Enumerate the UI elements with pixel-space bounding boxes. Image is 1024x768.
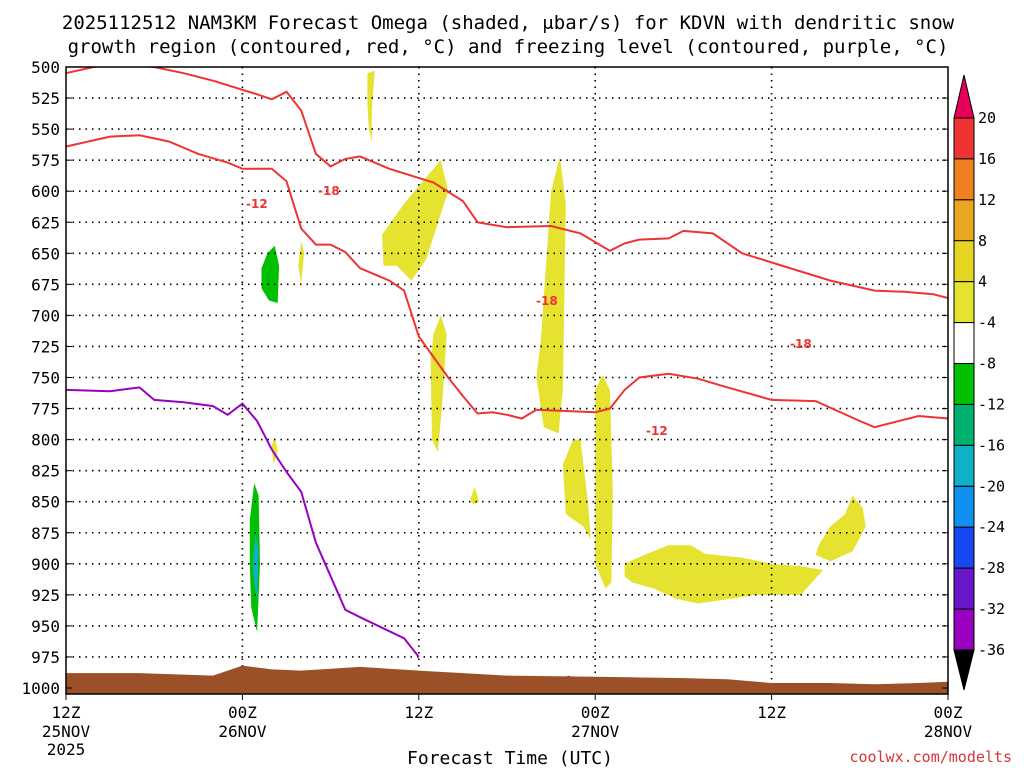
x-tick-year-0: 2025	[47, 740, 86, 759]
y-tick-label-575: 575	[31, 151, 60, 170]
x-tick-time-12: 00Z	[228, 703, 257, 722]
colorbar-swatch-6	[953, 363, 975, 405]
omega-yellow-900	[624, 545, 823, 604]
x-tick-time-36: 00Z	[581, 703, 610, 722]
y-tick-label-725: 725	[31, 337, 60, 356]
colorbar-label-3: 8	[978, 232, 987, 250]
x-tick-time-48: 12Z	[757, 703, 786, 722]
y-tick-label-600: 600	[31, 182, 60, 201]
colorbar-label-2: 12	[978, 191, 996, 209]
x-tick-date-0: 25NOV	[42, 722, 91, 741]
purple-contour-freezing-blip-2	[1001, 676, 1022, 680]
y-tick-label-900: 900	[31, 555, 60, 574]
x-tick-time-60: 00Z	[934, 703, 963, 722]
colorbar-label-6: -8	[978, 355, 996, 373]
y-tick-label-650: 650	[31, 244, 60, 263]
colorbar-top-arrow	[953, 74, 975, 119]
y-tick-label-525: 525	[31, 89, 60, 108]
colorbar-swatch-7	[953, 403, 975, 446]
colorbar: 20 16 12 8 4 -4 -8 -12 -16 -20 -24 -28 -32 -36	[953, 74, 1005, 691]
chart-title-line2: growth region (contoured, red, °C) and f…	[68, 36, 949, 58]
colorbar-swatch-4	[953, 281, 975, 324]
y-axis: 500 525 550 575 600 625 650 675 700 725 750 775 800 8…	[21, 58, 948, 698]
colorbar-label-7: -12	[978, 395, 1005, 413]
colorbar-label-13: -36	[978, 641, 1005, 659]
contour-labels: -18 -12 -18 -18 -12	[246, 184, 812, 438]
red-contour-minus12	[66, 134, 948, 429]
grid-layer	[66, 67, 948, 694]
x-tick-time-24: 12Z	[404, 703, 433, 722]
y-tick-label-700: 700	[31, 306, 60, 325]
y-tick-label-550: 550	[31, 120, 60, 139]
omega-yellow-500	[367, 70, 375, 142]
colorbar-swatch-9	[953, 485, 975, 528]
y-tick-label-750: 750	[31, 369, 60, 388]
contour-label-minus12-b: -12	[646, 424, 668, 438]
colorbar-label-1: 16	[978, 150, 996, 168]
y-tick-label-775: 775	[31, 400, 60, 419]
colorbar-bottom-arrow	[953, 649, 975, 691]
omega-green-blob-650	[261, 245, 280, 303]
x-axis-label: Forecast Time (UTC)	[407, 748, 613, 768]
purple-contour-freezing-level	[66, 386, 420, 658]
colorbar-swatch-10	[953, 526, 975, 569]
contour-layer	[66, 67, 1022, 681]
chart-title-line1: 2025112512 NAM3KM Forecast Omega (shaded…	[62, 12, 955, 34]
x-tick-date-36: 27NOV	[571, 722, 620, 741]
y-tick-label-975: 975	[31, 648, 60, 667]
colorbar-swatch-12	[953, 608, 975, 651]
colorbar-swatch-5	[953, 322, 975, 365]
colorbar-label-5: -4	[978, 314, 996, 332]
red-contour-minus18-upper	[66, 67, 948, 300]
y-tick-label-625: 625	[31, 213, 60, 232]
colorbar-label-8: -16	[978, 436, 1005, 454]
plot-frame	[65, 66, 949, 695]
omega-yellow-sliver-650	[298, 240, 305, 285]
contour-label-minus18-c: -18	[790, 337, 812, 351]
colorbar-label-11: -28	[978, 559, 1005, 577]
colorbar-swatch-11	[953, 567, 975, 610]
colorbar-label-12: -32	[978, 600, 1005, 618]
y-tick-label-825: 825	[31, 462, 60, 481]
omega-yellow-845	[470, 486, 480, 505]
omega-teal-core-900	[252, 532, 259, 602]
y-tick-label-875: 875	[31, 524, 60, 543]
omega-yellow-833	[562, 439, 591, 539]
omega-yellow-710	[430, 315, 447, 452]
omega-yellow-sliver-800	[271, 435, 278, 465]
omega-yellow-760	[595, 375, 613, 589]
y-tick-label-850: 850	[31, 493, 60, 512]
y-tick-label-925: 925	[31, 586, 60, 605]
colorbar-label-4: 4	[978, 273, 987, 291]
credit-text: coolwx.com/modelts	[849, 748, 1012, 766]
y-tick-label-1000: 1000	[21, 679, 60, 698]
terrain-ground	[66, 665, 948, 694]
omega-yellow-620	[382, 160, 449, 281]
colorbar-swatch-8	[953, 444, 975, 487]
colorbar-label-9: -20	[978, 477, 1005, 495]
omega-yellow-frontcol	[536, 156, 566, 434]
contour-label-minus18-b: -18	[536, 294, 558, 308]
y-tick-label-675: 675	[31, 275, 60, 294]
omega-shading-layer	[249, 70, 866, 633]
contour-label-minus12-a: -12	[246, 197, 268, 211]
plot-clip-root	[66, 67, 1022, 694]
x-tick-date-60: 28NOV	[924, 722, 973, 741]
x-tick-time-0: 12Z	[52, 703, 81, 722]
colorbar-swatch-3	[953, 240, 975, 283]
y-tick-label-800: 800	[31, 431, 60, 450]
omega-yellow-858	[815, 495, 866, 562]
colorbar-label-10: -24	[978, 518, 1005, 536]
x-tick-date-12: 26NOV	[218, 722, 267, 741]
colorbar-swatch-1	[953, 158, 975, 201]
colorbar-label-0: 20	[978, 109, 996, 127]
colorbar-swatch-2	[953, 199, 975, 242]
y-tick-label-500: 500	[31, 58, 60, 77]
terrain-layer	[66, 665, 948, 694]
contour-label-minus18-a: -18	[318, 184, 340, 198]
y-tick-label-950: 950	[31, 617, 60, 636]
colorbar-swatch-0	[953, 117, 975, 160]
